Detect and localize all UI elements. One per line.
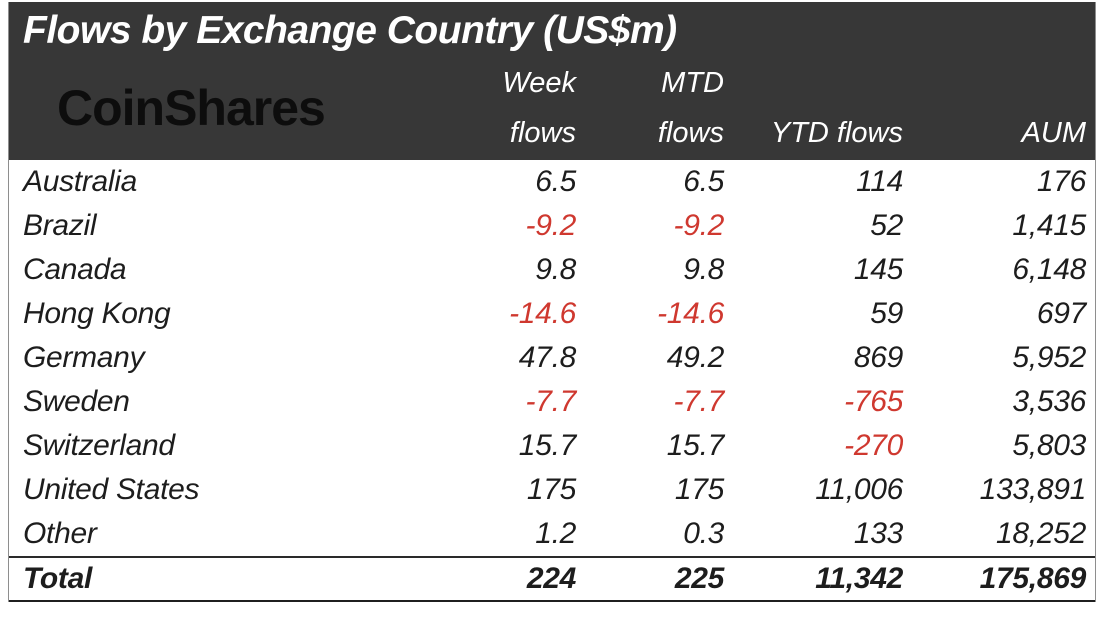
total-separator [9, 556, 1095, 558]
column-header-mtd-flows: MTD flows [657, 67, 724, 149]
ytd-flows-cell: 133 [853, 517, 903, 550]
mtd-flows-cell: 49.2 [666, 341, 725, 374]
mtd-flows-cell: -9.2 [673, 209, 725, 242]
week-flows-cell: -7.7 [525, 385, 577, 418]
mtd-flows-cell: -7.7 [673, 385, 725, 418]
mtd-flows-cell: 9.8 [683, 253, 724, 286]
ytd-flows-cell: -765 [844, 385, 903, 418]
ytd-flows-cell: 114 [856, 165, 903, 198]
table-row: Australia 6.5 6.5 114 176 [9, 160, 1095, 204]
table-row: Hong Kong -14.6 -14.6 59 697 [9, 292, 1095, 336]
table-row: Germany 47.8 49.2 869 5,952 [9, 336, 1095, 380]
ytd-flows-cell: -270 [844, 429, 903, 462]
aum-cell: 3,536 [1012, 385, 1086, 418]
column-header-aum: AUM [1021, 117, 1086, 149]
mtd-flows-cell: 0.3 [683, 517, 724, 550]
table-row: Brazil -9.2 -9.2 52 1,415 [9, 204, 1095, 248]
ytd-flows-cell: 52 [870, 209, 903, 242]
aum-cell: 1,415 [1012, 209, 1086, 242]
week-flows-cell: -14.6 [509, 297, 576, 330]
column-header-ytd-flows: YTD flows [770, 117, 903, 149]
total-week-flows: 224 [526, 562, 576, 595]
mtd-flows-cell: 175 [674, 473, 724, 506]
country-cell: Australia [23, 165, 138, 198]
aum-cell: 5,803 [1012, 429, 1086, 462]
week-flows-cell: 1.2 [535, 517, 576, 550]
total-mtd-flows: 225 [674, 562, 724, 595]
week-flows-cell: 15.7 [518, 429, 577, 462]
country-cell: United States [23, 473, 200, 506]
table-header: Flows by Exchange Country (US$m) CoinSha… [9, 2, 1095, 160]
aum-cell: 697 [1036, 297, 1086, 330]
week-flows-cell: 175 [526, 473, 576, 506]
mtd-flows-cell: 6.5 [683, 165, 724, 198]
country-cell: Hong Kong [23, 297, 171, 330]
ytd-flows-cell: 11,006 [815, 473, 903, 506]
aum-cell: 5,952 [1012, 341, 1086, 374]
country-cell: Switzerland [23, 429, 175, 462]
country-cell: Germany [23, 341, 145, 374]
table-row: Switzerland 15.7 15.7 -270 5,803 [9, 424, 1095, 468]
column-headers: CoinShares Week flows MTD flows YTD flow… [9, 58, 1095, 160]
mtd-flows-cell: 15.7 [666, 429, 725, 462]
country-cell: Canada [23, 253, 127, 286]
aum-cell: 133,891 [979, 473, 1087, 506]
column-header-week-flows: Week flows [502, 67, 576, 149]
week-flows-cell: -9.2 [525, 209, 577, 242]
table-row: Other 1.2 0.3 133 18,252 [9, 512, 1095, 556]
total-row: Total 224 225 11,342 175,869 [9, 558, 1095, 602]
ytd-flows-cell: 59 [870, 297, 903, 330]
week-flows-cell: 9.8 [535, 253, 576, 286]
week-flows-cell: 47.8 [518, 341, 577, 374]
aum-cell: 176 [1036, 165, 1086, 198]
total-ytd-flows: 11,342 [815, 562, 903, 595]
table-body: Australia 6.5 6.5 114 176 Brazil -9.2 -9… [9, 160, 1095, 556]
week-flows-cell: 6.5 [535, 165, 576, 198]
ytd-flows-cell: 869 [853, 341, 903, 374]
table-row: Canada 9.8 9.8 145 6,148 [9, 248, 1095, 292]
total-aum: 175,869 [979, 562, 1087, 595]
page-title: Flows by Exchange Country (US$m) [23, 9, 677, 52]
coinshares-logo: CoinShares [57, 80, 326, 136]
ytd-flows-cell: 145 [853, 253, 903, 286]
table-row: Sweden -7.7 -7.7 -765 3,536 [9, 380, 1095, 424]
table-row: United States 175 175 11,006 133,891 [9, 468, 1095, 512]
country-cell: Brazil [23, 209, 97, 242]
flows-table: Flows by Exchange Country (US$m) CoinSha… [8, 2, 1096, 602]
mtd-flows-cell: -14.6 [657, 297, 724, 330]
country-cell: Sweden [23, 385, 130, 418]
total-label: Total [23, 562, 93, 595]
aum-cell: 18,252 [996, 517, 1086, 550]
country-cell: Other [23, 517, 97, 550]
aum-cell: 6,148 [1012, 253, 1086, 286]
